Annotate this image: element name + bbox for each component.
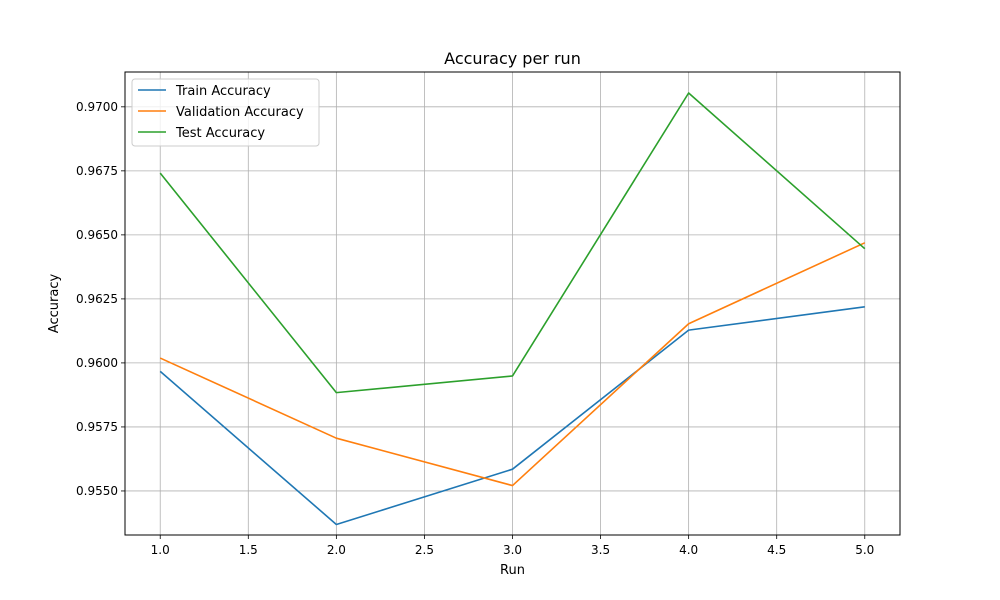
series-line [159, 92, 866, 394]
y-tick-label: 0.9625 [76, 292, 118, 306]
series-line [159, 306, 865, 526]
y-tick-label: 0.9575 [76, 420, 118, 434]
x-tick-label: 3.0 [503, 543, 522, 557]
y-tick-label: 0.9600 [76, 356, 118, 370]
x-tick-label: 5.0 [855, 543, 874, 557]
x-tick-label: 2.5 [415, 543, 434, 557]
y-tick-label: 0.9650 [76, 228, 118, 242]
legend-box [131, 78, 320, 147]
legend: Train Accuracy Validation Accuracy Test Ac… [131, 78, 320, 147]
x-tick-label: 4.5 [767, 543, 786, 557]
y-tick-label: 0.9700 [76, 100, 118, 114]
chart-title: Accuracy per run [444, 49, 581, 68]
legend-label: Test Accuracy [175, 126, 265, 141]
grid [125, 72, 900, 535]
y-axis-label: Accuracy [47, 274, 62, 334]
x-tick-label: 2.0 [327, 543, 346, 557]
y-tick-label: 0.9550 [76, 484, 118, 498]
x-tick-label: 1.0 [151, 543, 170, 557]
y-axis-ticks: 0.9550 0.9575 0.9600 0.9625 0.9650 0.9675 0.97… [76, 100, 125, 498]
x-tick-label: 3.5 [591, 543, 610, 557]
series-layer [159, 92, 866, 526]
legend-label: Train Accuracy [175, 84, 271, 99]
legend-label: Validation Accuracy [176, 105, 304, 120]
series-line [159, 242, 866, 487]
x-axis-label: Run [500, 563, 525, 578]
y-tick-label: 0.9675 [76, 164, 118, 178]
x-tick-label: 4.0 [679, 543, 698, 557]
x-axis-ticks: 1.0 1.5 2.0 2.5 3.0 3.5 4.0 4.5 5.0 [151, 535, 874, 557]
x-tick-label: 1.5 [239, 543, 258, 557]
